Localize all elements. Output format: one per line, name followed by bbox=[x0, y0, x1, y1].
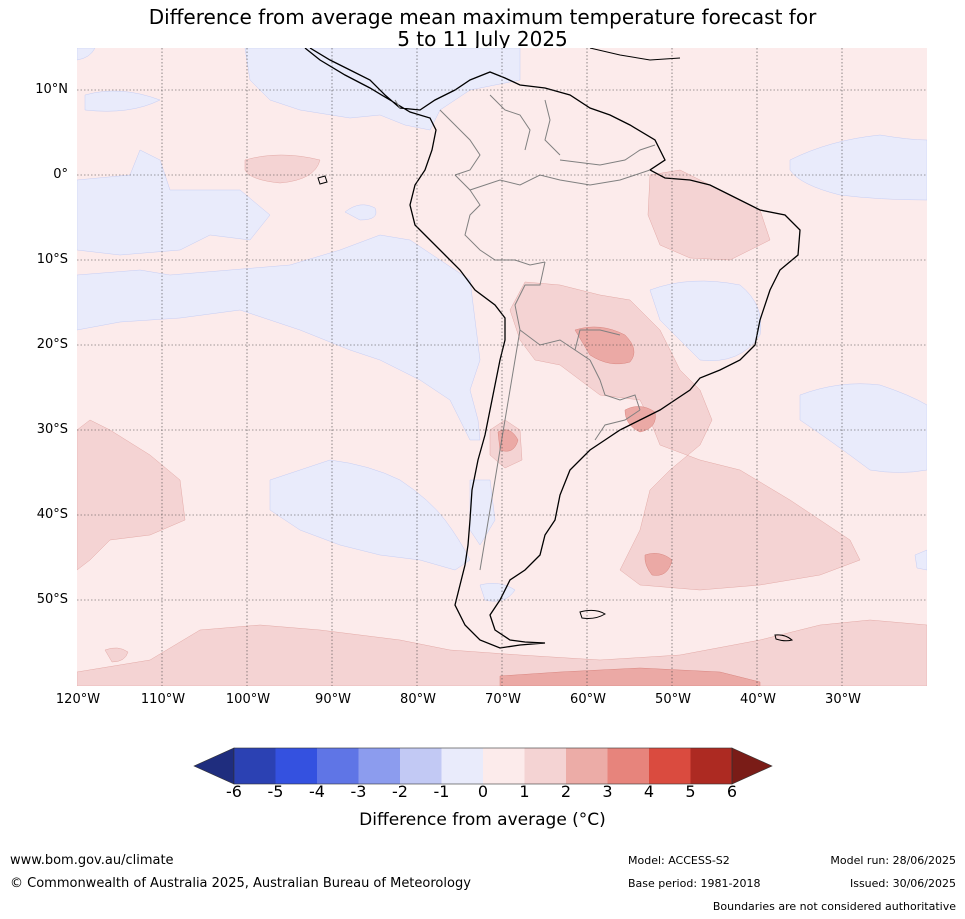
warm-region-small-patch bbox=[104, 647, 129, 663]
colorbar-tick: 1 bbox=[519, 782, 530, 801]
lon-label-110w: 110°W bbox=[140, 692, 186, 707]
issued-date: Issued: 30/06/2025 bbox=[849, 877, 956, 890]
colorbar-tick: -2 bbox=[392, 782, 408, 801]
colorbar-bin bbox=[441, 748, 483, 784]
map-title-line-2: 5 to 11 July 2025 bbox=[397, 27, 568, 51]
strong-warm-patches bbox=[497, 326, 761, 686]
colorbar-tick: -5 bbox=[267, 782, 284, 801]
colorbar-tick: -6 bbox=[226, 782, 242, 801]
colorbar-tick: 0 bbox=[477, 782, 489, 801]
south-america-coastline bbox=[304, 48, 801, 649]
lat-label-0: 0° bbox=[53, 167, 68, 182]
map-title-line-1: Difference from average mean maximum tem… bbox=[148, 5, 817, 29]
cool-region-brazil bbox=[649, 280, 762, 361]
falkland-islands bbox=[579, 609, 606, 619]
lon-label-60w: 60°W bbox=[570, 692, 606, 707]
colorbar-bin bbox=[566, 748, 608, 784]
lon-label-30w: 30°W bbox=[825, 692, 861, 707]
colorbar-tick: 5 bbox=[685, 782, 696, 801]
lat-label-30s: 30°S bbox=[36, 422, 68, 437]
colorbar-bin bbox=[607, 748, 649, 784]
lon-label-90w: 90°W bbox=[315, 692, 351, 707]
lon-label-120w: 120°W bbox=[55, 692, 101, 707]
colorbar-bin bbox=[649, 748, 691, 784]
colorbar-tick: -4 bbox=[309, 782, 325, 801]
lat-label-40s: 40°S bbox=[36, 507, 68, 522]
cool-region-caribbean bbox=[244, 48, 521, 131]
website-link[interactable]: www.bom.gov.au/climate bbox=[10, 853, 174, 868]
colorbar-tick: 6 bbox=[726, 782, 738, 801]
colorbar-tick: 3 bbox=[602, 782, 613, 801]
graticule bbox=[77, 48, 927, 686]
warm-region-south-ocean bbox=[77, 619, 927, 686]
colorbar-tick: -1 bbox=[433, 782, 450, 801]
colorbar-bin bbox=[524, 748, 566, 784]
cool-region-southeast-pacific bbox=[269, 459, 471, 571]
lat-label-10s: 10°S bbox=[36, 252, 68, 267]
galapagos-islands bbox=[317, 175, 328, 185]
cool-region-north-pacific bbox=[84, 90, 161, 112]
colorbar-tick: -3 bbox=[350, 782, 367, 801]
cuba-coastline bbox=[589, 48, 681, 61]
colorbar-bin bbox=[483, 748, 525, 784]
warm-region-northeast-brazil bbox=[647, 169, 771, 261]
colorbar-tick: 2 bbox=[560, 782, 572, 801]
lon-label-80w: 80°W bbox=[400, 692, 436, 707]
colorbar-bin bbox=[690, 748, 732, 784]
cool-region-far-southeast bbox=[914, 549, 927, 571]
colorbar-bin bbox=[275, 748, 317, 784]
warm-region-pacific-equator bbox=[244, 154, 321, 184]
cool-region-south-atlantic bbox=[799, 383, 927, 473]
colorbar-bin bbox=[400, 748, 442, 784]
colorbar-frame bbox=[233, 747, 733, 785]
colorbar-bin bbox=[234, 748, 276, 784]
cool-region-galapagos bbox=[344, 204, 377, 221]
colorbar-label: Difference from average (°C) bbox=[359, 810, 606, 830]
strong-warm-patch-bolivia bbox=[574, 326, 635, 365]
strong-warm-patch-atlantic bbox=[644, 553, 673, 576]
cool-region-south-pacific-coast bbox=[77, 234, 481, 441]
colorbar-bin bbox=[317, 748, 359, 784]
colorbar-bin bbox=[358, 748, 400, 784]
lon-label-40w: 40°W bbox=[740, 692, 776, 707]
cool-region-east-pacific bbox=[77, 149, 271, 256]
lon-label-50w: 50°W bbox=[655, 692, 691, 707]
lat-label-50s: 50°S bbox=[36, 592, 68, 607]
warm-region-southwest-pacific bbox=[77, 419, 186, 571]
colorbar-arrow-high bbox=[731, 747, 773, 785]
lon-label-100w: 100°W bbox=[225, 692, 271, 707]
colorbar-tick: 4 bbox=[643, 782, 655, 801]
cool-region-north-atlantic bbox=[789, 134, 927, 201]
colorbar-arrow-low bbox=[193, 747, 235, 785]
copyright-text: © Commonwealth of Australia 2025, Austra… bbox=[10, 876, 471, 891]
model-name: Model: ACCESS-S2 bbox=[628, 854, 730, 867]
model-run-date: Model run: 28/06/2025 bbox=[830, 854, 956, 867]
cool-anomaly-regions bbox=[77, 48, 927, 602]
lat-label-10n: 10°N bbox=[35, 82, 68, 97]
lat-label-20s: 20°S bbox=[36, 337, 68, 352]
lon-label-70w: 70°W bbox=[485, 692, 521, 707]
boundaries-disclaimer: Boundaries are not considered authoritat… bbox=[712, 900, 956, 913]
base-period: Base period: 1981-2018 bbox=[628, 877, 761, 890]
country-borders bbox=[394, 94, 656, 571]
cool-region-nw-corner bbox=[77, 48, 96, 61]
south-georgia bbox=[774, 634, 794, 642]
strong-warm-patch-south-ocean bbox=[499, 667, 761, 686]
